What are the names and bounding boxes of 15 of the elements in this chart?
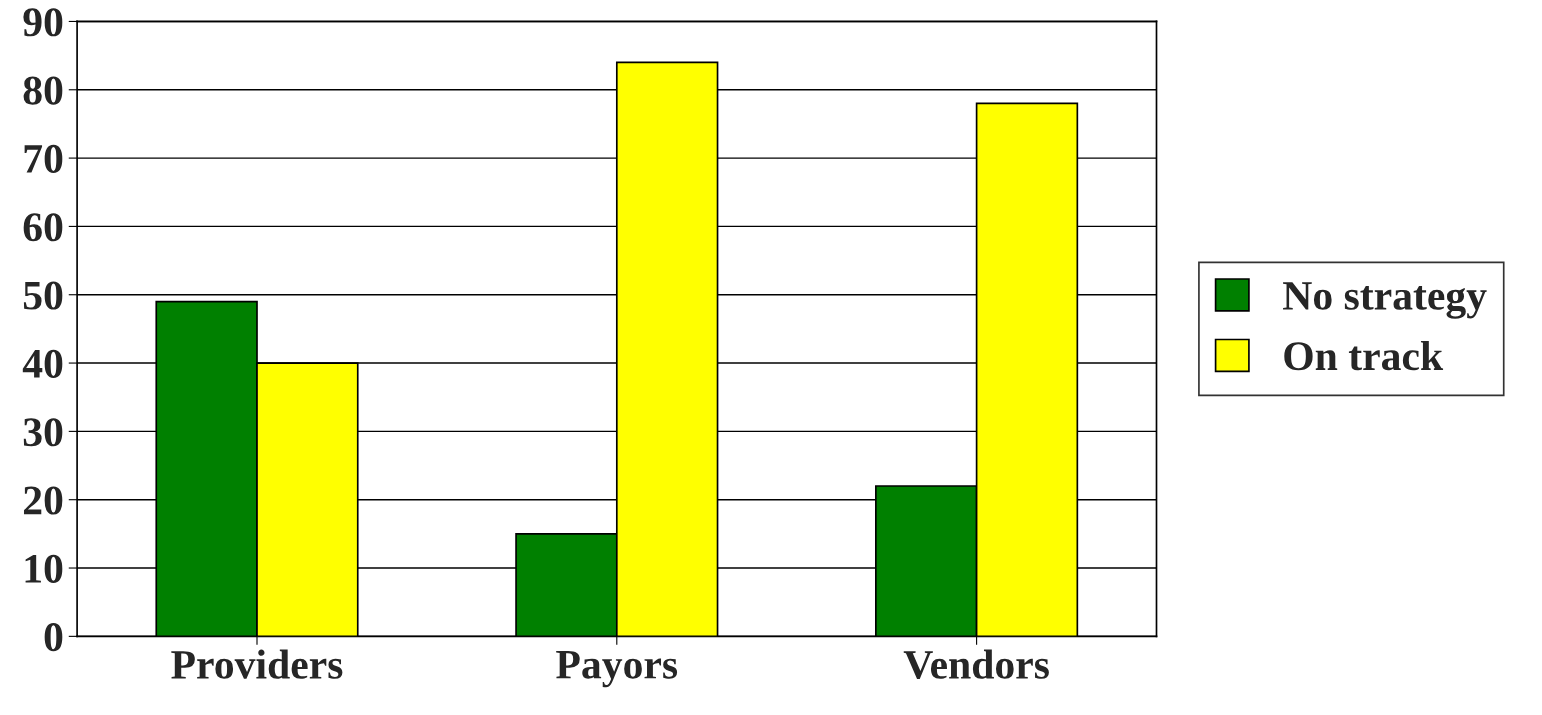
x-tick-label: Vendors <box>903 649 1049 680</box>
y-tick-label: 90 <box>23 8 63 37</box>
y-tick-label: 10 <box>25 554 63 583</box>
y-tick-label: 30 <box>23 418 63 447</box>
y-tick-label: 40 <box>22 349 63 378</box>
y-tick-label: 20 <box>23 486 63 515</box>
y-tick-label: 60 <box>23 213 63 242</box>
y-tick-label: 80 <box>23 76 63 105</box>
legend-label: No strategy <box>1283 282 1487 319</box>
legend-label: On track <box>1284 340 1444 371</box>
y-tick-label: 70 <box>24 144 63 173</box>
x-tick-label: Payors <box>556 651 678 688</box>
x-tick-label: Providers <box>171 649 343 679</box>
y-tick-label: 0 <box>44 623 63 652</box>
y-tick-label: 50 <box>23 281 63 310</box>
